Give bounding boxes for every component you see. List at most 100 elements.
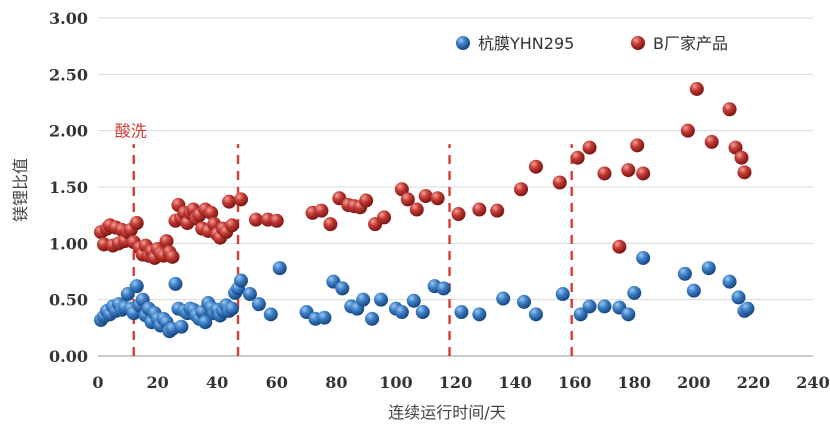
point-series-1 [394, 305, 409, 320]
point-series-2 [323, 217, 338, 232]
point-series-1 [251, 297, 266, 312]
point-series-2 [165, 249, 180, 264]
point-series-2 [377, 210, 391, 225]
point-series-1 [198, 315, 213, 330]
point-series-2 [528, 159, 543, 174]
point-series-1 [225, 301, 240, 316]
data-points [93, 81, 755, 339]
x-tick-label: 20 [146, 373, 168, 392]
point-series-2 [621, 163, 636, 178]
point-series-1 [335, 281, 350, 296]
point-series-2 [314, 203, 329, 218]
point-series-2 [734, 150, 749, 165]
y-tick-label: 0.00 [49, 347, 88, 366]
x-tick-label: 180 [618, 373, 651, 392]
point-series-1 [677, 266, 692, 281]
x-tick-label: 0 [92, 373, 103, 392]
point-series-1 [701, 261, 716, 276]
point-series-2 [222, 194, 237, 209]
point-series-2 [514, 182, 529, 197]
point-series-1 [242, 287, 257, 302]
legend-marker-series-2 [631, 36, 645, 50]
point-series-1 [234, 273, 248, 288]
legend-marker-series-1 [456, 36, 470, 50]
x-axis-title: 连续运行时间/天 [388, 403, 505, 422]
point-series-1 [415, 305, 430, 320]
point-series-1 [555, 287, 570, 302]
point-series-2 [597, 166, 612, 181]
point-series-2 [490, 203, 505, 218]
x-tick-label: 160 [558, 373, 591, 392]
x-tick-label: 220 [737, 373, 770, 392]
y-tick-label: 3.00 [49, 9, 88, 28]
point-series-1 [686, 283, 701, 298]
point-series-1 [517, 294, 532, 309]
point-series-2 [400, 192, 415, 207]
x-tick-label: 100 [379, 373, 412, 392]
point-series-2 [722, 102, 737, 117]
y-tick-label: 2.50 [49, 65, 88, 84]
point-series-2 [582, 140, 597, 155]
point-series-1 [740, 301, 755, 316]
x-tick-label: 200 [677, 373, 710, 392]
point-series-2 [394, 182, 409, 197]
point-series-1 [436, 281, 451, 296]
legend-label-series-1: 杭膜YHN295 [478, 34, 574, 53]
point-series-2 [472, 202, 487, 217]
point-series-2 [737, 165, 752, 180]
point-series-1 [168, 276, 183, 291]
point-series-1 [317, 310, 332, 325]
x-tick-label: 40 [206, 373, 228, 392]
legend: 杭膜YHN295 B厂家产品 [432, 20, 774, 66]
x-tick-label: 80 [325, 373, 347, 392]
point-series-1 [406, 293, 421, 308]
legend-label-series-2: B厂家产品 [653, 34, 728, 53]
point-series-2 [689, 81, 704, 96]
point-series-2 [248, 212, 263, 227]
point-series-2 [129, 216, 144, 231]
point-series-1 [731, 290, 746, 305]
point-series-2 [680, 123, 695, 138]
point-series-1 [621, 307, 636, 322]
x-tick-label: 60 [266, 373, 288, 392]
point-series-2 [204, 205, 219, 220]
point-series-1 [582, 299, 597, 314]
point-series-2 [430, 191, 445, 206]
point-series-1 [627, 285, 642, 300]
point-series-2 [159, 234, 174, 249]
point-series-2 [359, 193, 374, 208]
point-series-2 [409, 202, 424, 217]
y-tick-label: 2.00 [49, 122, 88, 141]
point-series-2 [630, 138, 645, 153]
y-tick-label: 0.50 [49, 291, 88, 310]
point-series-2 [570, 150, 585, 165]
x-tick-label: 140 [498, 373, 531, 392]
point-series-2 [234, 192, 248, 207]
point-series-2 [225, 218, 240, 233]
y-tick-label: 1.50 [49, 178, 88, 197]
tick-labels: 0.00 0.50 1.00 1.50 2.00 2.50 3.00 0 20 40 60 80 100… [49, 9, 830, 392]
point-series-2 [612, 239, 627, 254]
point-series-2 [418, 189, 433, 204]
point-series-1 [272, 261, 287, 276]
y-axis-title: 镁锂比值 [11, 158, 30, 222]
point-series-1 [174, 319, 189, 334]
point-series-2 [451, 207, 466, 222]
point-series-2 [704, 134, 719, 149]
point-series-1 [472, 307, 487, 322]
x-tick-label: 120 [439, 373, 472, 392]
point-series-1 [365, 311, 380, 326]
point-series-2 [269, 213, 284, 228]
point-series-2 [552, 175, 567, 190]
point-series-1 [722, 274, 737, 289]
x-tick-label: 240 [796, 373, 829, 392]
acid-wash-lines [132, 144, 573, 356]
y-tick-label: 1.00 [49, 234, 88, 253]
point-series-1 [356, 292, 371, 307]
point-series-2 [636, 166, 651, 181]
point-series-1 [528, 307, 543, 322]
legend-box [432, 20, 774, 66]
point-series-1 [454, 305, 469, 320]
